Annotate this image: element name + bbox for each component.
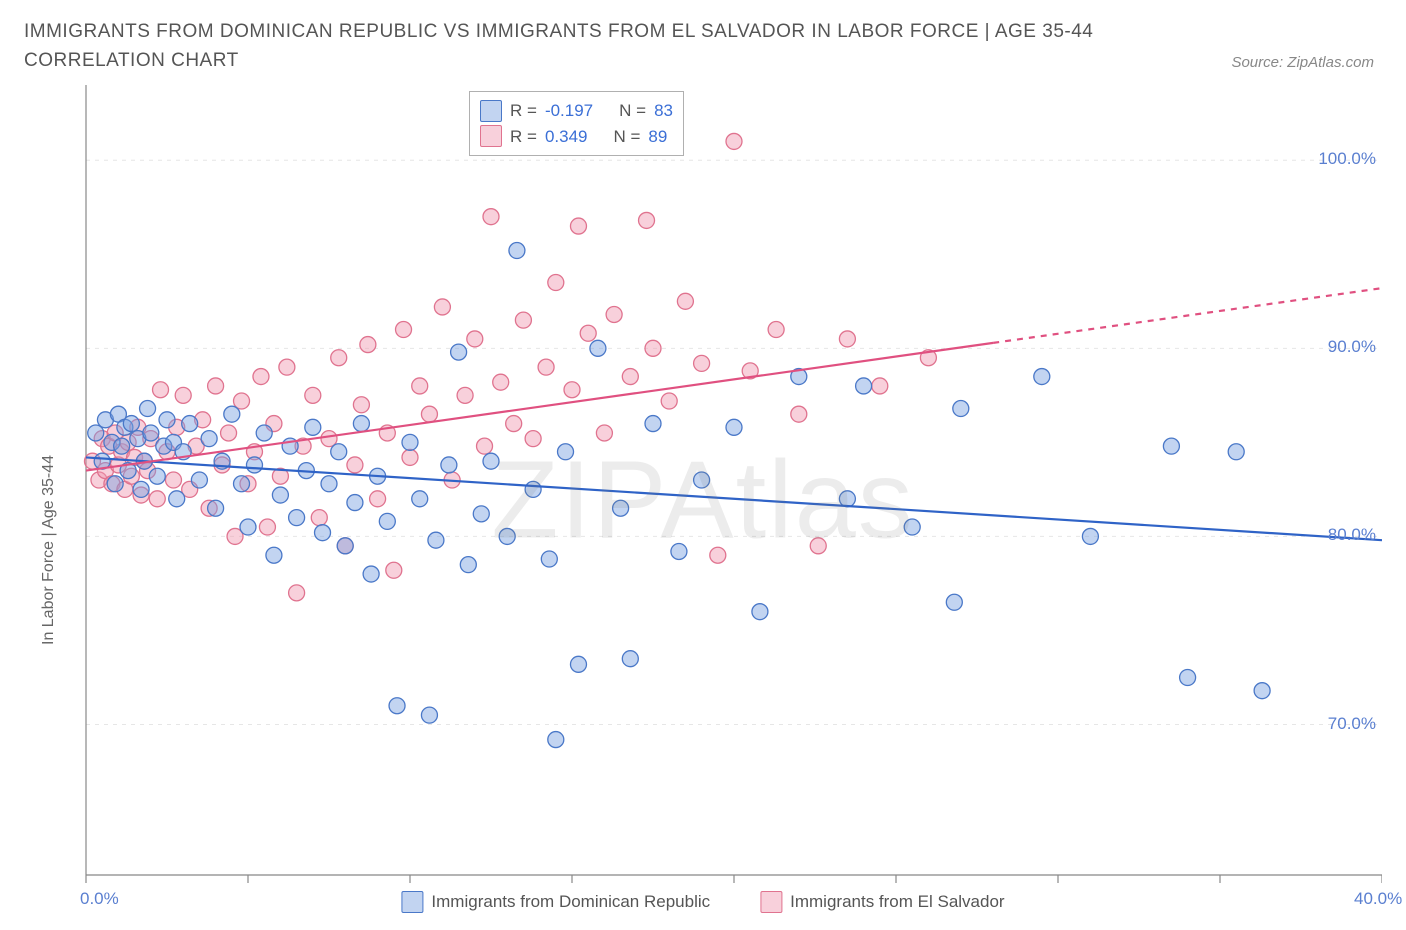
legend-label-elsalvador: Immigrants from El Salvador (790, 892, 1004, 912)
y-tick-label: 70.0% (1328, 714, 1376, 734)
r-label: R = (510, 124, 537, 150)
n-label: N = (619, 98, 646, 124)
swatch-dominican (401, 891, 423, 913)
title-row: IMMIGRANTS FROM DOMINICAN REPUBLIC VS IM… (24, 18, 1382, 75)
r-label: R = (510, 98, 537, 124)
r-value-dominican: -0.197 (545, 98, 593, 124)
y-tick-label: 90.0% (1328, 337, 1376, 357)
legend-item-elsalvador: Immigrants from El Salvador (760, 891, 1004, 913)
y-axis-label: In Labor Force | Age 35-44 (40, 455, 58, 645)
n-value-elsalvador: 89 (648, 124, 667, 150)
stats-row-dominican: R = -0.197 N = 83 (480, 98, 673, 124)
chart-container: IMMIGRANTS FROM DOMINICAN REPUBLIC VS IM… (0, 0, 1406, 915)
x-tick-label: 40.0% (1354, 889, 1402, 909)
legend-label-dominican: Immigrants from Dominican Republic (431, 892, 710, 912)
r-value-elsalvador: 0.349 (545, 124, 588, 150)
chart-wrap: ZIPAtlas In Labor Force | Age 35-44 R = … (24, 85, 1382, 915)
x-tick-label: 0.0% (80, 889, 119, 909)
chart-svg (24, 85, 1382, 915)
y-tick-label: 100.0% (1318, 149, 1376, 169)
chart-title: IMMIGRANTS FROM DOMINICAN REPUBLIC VS IM… (24, 18, 1174, 75)
n-value-dominican: 83 (654, 98, 673, 124)
legend-item-dominican: Immigrants from Dominican Republic (401, 891, 710, 913)
source-label: Source: ZipAtlas.com (1231, 54, 1374, 71)
y-tick-label: 80.0% (1328, 525, 1376, 545)
bottom-legend: Immigrants from Dominican Republic Immig… (401, 891, 1004, 913)
stats-box: R = -0.197 N = 83 R = 0.349 N = 89 (469, 91, 684, 156)
n-label: N = (613, 124, 640, 150)
swatch-dominican (480, 100, 502, 122)
stats-row-elsalvador: R = 0.349 N = 89 (480, 124, 673, 150)
swatch-elsalvador (760, 891, 782, 913)
swatch-elsalvador (480, 125, 502, 147)
